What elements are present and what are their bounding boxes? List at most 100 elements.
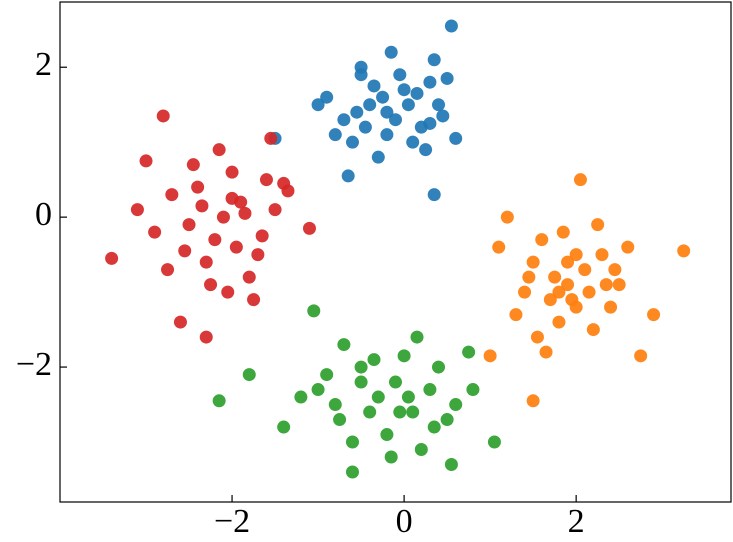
point	[268, 203, 282, 217]
point	[612, 278, 626, 292]
point	[199, 255, 213, 269]
point	[595, 248, 609, 262]
point	[384, 45, 398, 59]
point	[444, 458, 458, 472]
point	[578, 263, 592, 277]
point	[380, 105, 394, 119]
point	[363, 405, 377, 419]
point	[311, 98, 325, 112]
point	[199, 330, 213, 344]
point	[526, 255, 540, 269]
point	[277, 176, 291, 190]
point	[608, 263, 622, 277]
point	[548, 270, 562, 284]
point	[449, 131, 463, 145]
point	[444, 19, 458, 33]
point	[225, 191, 239, 205]
point	[573, 173, 587, 187]
point	[186, 158, 200, 172]
point	[225, 165, 239, 179]
point	[354, 68, 368, 82]
point	[259, 173, 273, 187]
point	[161, 263, 175, 277]
point	[337, 113, 351, 127]
point	[242, 368, 256, 382]
point	[406, 135, 420, 149]
point	[552, 285, 566, 299]
point	[341, 169, 355, 183]
point	[449, 398, 463, 412]
point	[440, 71, 454, 85]
plot-frame	[59, 1, 732, 503]
point	[436, 109, 450, 123]
point	[509, 308, 523, 322]
point	[427, 53, 441, 67]
point	[647, 308, 661, 322]
point	[229, 240, 243, 254]
point	[414, 443, 428, 457]
marks	[105, 19, 691, 479]
point	[277, 420, 291, 434]
y-tick-label: 2	[35, 46, 52, 83]
point	[367, 353, 381, 367]
point	[522, 270, 536, 284]
point	[384, 450, 398, 464]
point	[423, 116, 437, 130]
point	[148, 225, 162, 239]
plot-area	[60, 2, 731, 502]
point	[423, 75, 437, 89]
point	[320, 90, 334, 104]
point	[328, 128, 342, 142]
point	[440, 413, 454, 427]
point	[221, 285, 235, 299]
point	[389, 375, 402, 389]
point	[561, 255, 575, 269]
point	[139, 154, 153, 168]
point	[582, 285, 596, 299]
point	[367, 79, 381, 93]
point	[242, 270, 256, 284]
point	[337, 338, 351, 352]
point	[191, 180, 205, 194]
point	[543, 293, 557, 307]
point	[212, 394, 226, 408]
point	[432, 98, 446, 112]
point	[423, 383, 437, 397]
point	[487, 435, 501, 449]
point	[552, 315, 566, 329]
y-tick-label: 0	[35, 196, 52, 233]
point	[393, 68, 407, 82]
point	[204, 278, 218, 292]
point	[432, 360, 446, 374]
point	[634, 349, 648, 363]
x-tick-label: 2	[568, 503, 585, 540]
point	[294, 390, 308, 404]
point	[599, 278, 613, 292]
point	[302, 221, 316, 235]
point	[105, 251, 119, 265]
point	[483, 349, 497, 363]
point	[247, 293, 261, 307]
point	[345, 135, 359, 149]
point	[569, 248, 583, 262]
point	[410, 86, 424, 100]
point	[333, 413, 347, 427]
point	[371, 150, 385, 164]
point	[212, 143, 226, 157]
point	[565, 293, 579, 307]
point	[401, 98, 415, 112]
point	[518, 285, 532, 299]
point	[427, 188, 441, 202]
point	[677, 244, 691, 258]
point	[389, 113, 402, 127]
point	[238, 206, 252, 220]
point	[500, 210, 514, 224]
point	[604, 300, 618, 314]
point	[526, 394, 540, 408]
point	[328, 398, 342, 412]
point	[307, 304, 321, 318]
point	[255, 229, 269, 243]
point	[535, 233, 549, 247]
point	[182, 218, 196, 232]
